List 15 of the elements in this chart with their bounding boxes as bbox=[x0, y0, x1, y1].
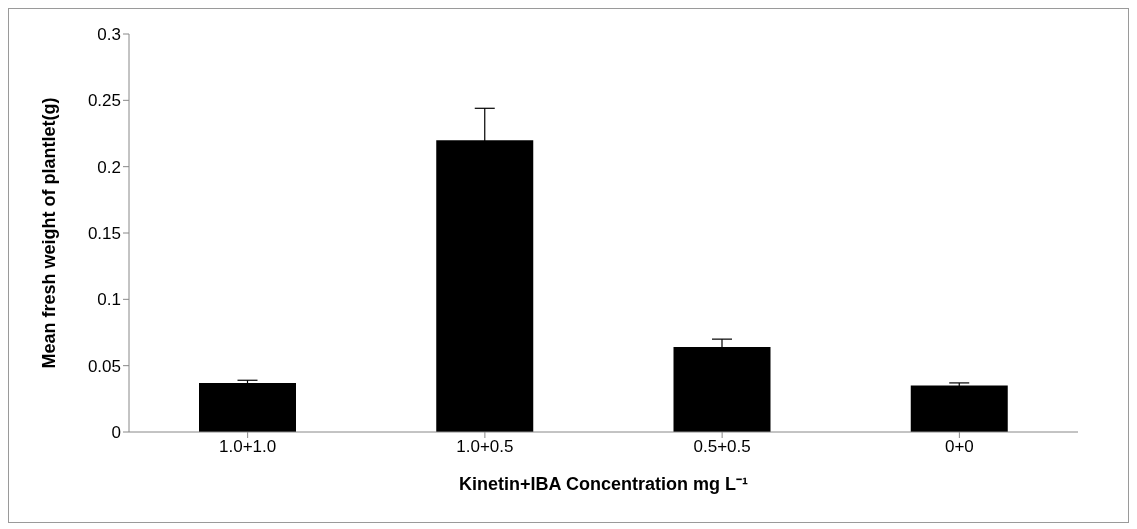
y-tick-label: 0.15 bbox=[87, 224, 121, 244]
x-tick-label: 0+0 bbox=[944, 437, 974, 457]
y-axis-title: Mean fresh weight of plantlet(g) bbox=[39, 97, 60, 369]
y-tick-label: 0.3 bbox=[97, 25, 121, 45]
y-tick-label: 0 bbox=[111, 423, 121, 443]
y-tick-label: 0.05 bbox=[87, 356, 121, 376]
x-tick-label: 1.0+0.5 bbox=[456, 437, 514, 457]
y-tick-label: 0.2 bbox=[97, 157, 121, 177]
bar bbox=[199, 382, 296, 432]
x-tick-label: 0.5+0.5 bbox=[693, 437, 751, 457]
x-axis-title: Kinetin+IBA Concentration mg L⁻¹ bbox=[459, 474, 748, 494]
y-tick-label: 0.1 bbox=[97, 290, 121, 310]
y-tick-label: 0.25 bbox=[87, 91, 121, 111]
bar bbox=[910, 385, 1008, 432]
x-tick-label: 1.0+1.0 bbox=[219, 437, 277, 457]
